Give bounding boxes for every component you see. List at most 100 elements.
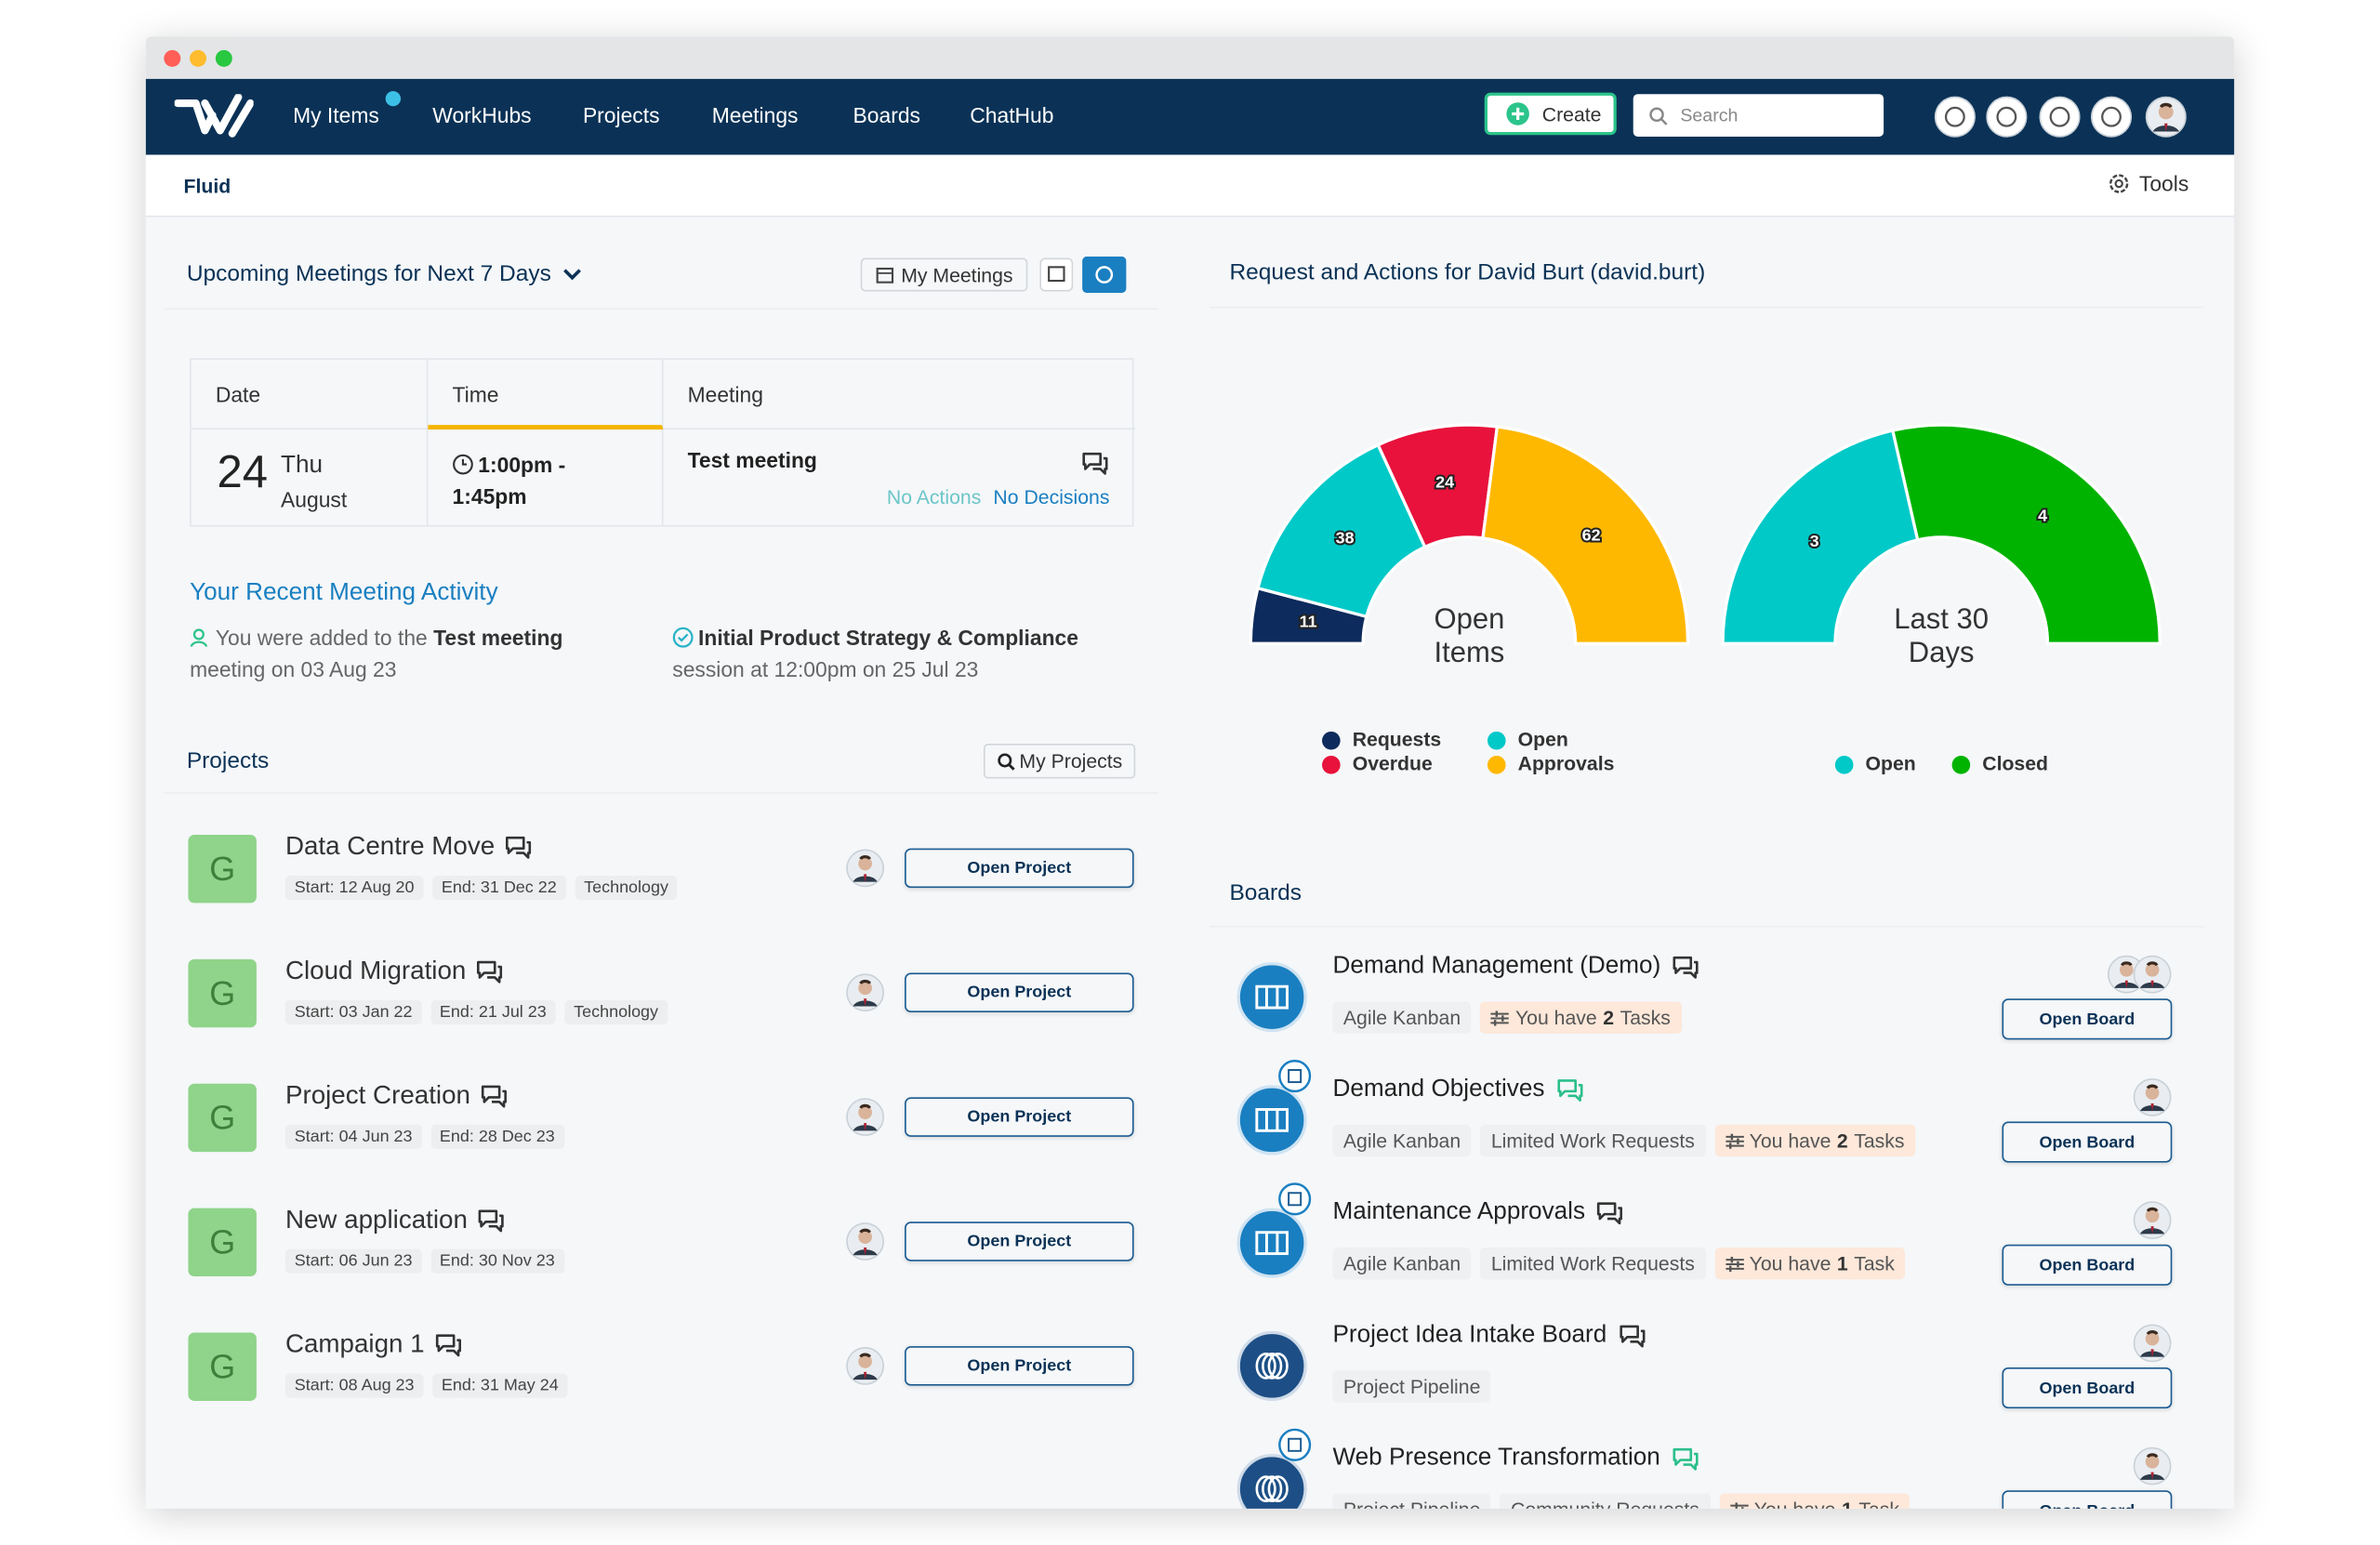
button-label: Open Project xyxy=(967,1107,1072,1127)
data-label: 11 xyxy=(1300,613,1317,631)
search-icon xyxy=(997,752,1014,770)
icon-part xyxy=(1095,266,1114,284)
chat-icon xyxy=(477,960,503,984)
task-prefix: You have xyxy=(1749,1251,1831,1275)
search-icon xyxy=(1649,106,1668,125)
panel-title: Boards xyxy=(1229,879,1302,906)
nav-bar: My Items WorkHubs Projects Meetings Boards Ch… xyxy=(145,78,2235,155)
board-name: Project Idea Intake Board xyxy=(1332,1322,1607,1348)
project-tag: End: 31 May 24 xyxy=(432,1373,568,1398)
icon-part xyxy=(1278,1182,1312,1216)
open-project-button[interactable]: Open Project xyxy=(905,1097,1134,1137)
open-board-button[interactable]: Open Board xyxy=(2002,1367,2173,1409)
toolbar-button xyxy=(1934,96,1976,138)
icon-part xyxy=(859,979,871,984)
logo xyxy=(174,94,254,138)
open-board-button[interactable]: Open Board xyxy=(2002,1244,2173,1286)
project-tile: G xyxy=(188,1083,257,1153)
icon-part xyxy=(2145,1208,2160,1223)
avatar xyxy=(846,1222,885,1261)
icon-part xyxy=(672,627,694,648)
project-tile: G xyxy=(188,1332,257,1401)
toolbar-button xyxy=(2039,96,2081,138)
avatar xyxy=(846,1346,885,1385)
donut-segment xyxy=(1890,423,2162,645)
tools-button[interactable]: Tools xyxy=(2108,171,2188,196)
icon-part xyxy=(2146,1084,2159,1089)
icon-part xyxy=(2150,1103,2154,1112)
panel-title: Projects xyxy=(186,747,270,774)
chat-icon xyxy=(505,836,532,859)
icon-part xyxy=(516,840,532,859)
icon-part xyxy=(1734,1501,1743,1509)
icon-part xyxy=(2039,96,2081,138)
open-board-button[interactable]: Open Board xyxy=(2002,1490,2173,1509)
avatar xyxy=(2133,1324,2172,1363)
chat-icon xyxy=(1597,1202,1623,1225)
icon-part xyxy=(2150,980,2154,988)
search-box[interactable]: Search xyxy=(1633,94,1884,137)
icon-part xyxy=(1092,456,1108,475)
chat-icon xyxy=(481,1085,507,1108)
create-button[interactable]: Create xyxy=(1484,92,1617,136)
icon-part xyxy=(1264,1109,1279,1131)
icon-part xyxy=(863,874,867,882)
project-tile: G xyxy=(188,834,257,904)
nav-item[interactable]: ChatHub xyxy=(970,103,1054,128)
divider xyxy=(164,792,1158,794)
icon-part xyxy=(487,965,503,984)
open-project-button[interactable]: Open Project xyxy=(905,972,1134,1012)
task-icon xyxy=(1490,1010,1510,1025)
task-suffix: Tasks xyxy=(1620,1006,1671,1029)
nav-item[interactable]: Meetings xyxy=(711,103,799,128)
divider xyxy=(1210,306,2204,309)
open-project-button[interactable]: Open Project xyxy=(905,1221,1134,1261)
chart-panel: Request and Actions for David Burt (davi… xyxy=(1210,243,2204,835)
nav-item[interactable]: WorkHubs xyxy=(432,103,532,128)
activity-title: Your Recent Meeting Activity xyxy=(190,579,498,606)
open-board-button[interactable]: Open Board xyxy=(2002,998,2173,1040)
icon-part xyxy=(2158,104,2174,120)
icon-part xyxy=(190,640,208,648)
board-icon xyxy=(1236,1454,1307,1509)
icon-part xyxy=(1255,984,1289,1010)
mention-button xyxy=(1082,256,1127,294)
icon-part xyxy=(1039,258,1074,292)
board-tags: Agile Kanban Limited Work Requests You hav… xyxy=(1332,1248,1906,1280)
button-label: Open Project xyxy=(967,983,1072,1002)
nav-item[interactable]: Projects xyxy=(582,103,660,128)
avatar xyxy=(846,1098,885,1137)
task-tag: You have 2 Tasks xyxy=(1714,1124,1915,1157)
icon-part xyxy=(1607,1207,1623,1225)
open-board-button[interactable]: Open Board xyxy=(2002,1121,2173,1163)
icon-part xyxy=(1255,1475,1276,1502)
icon-part xyxy=(859,1103,871,1109)
project-tag: Technology xyxy=(575,876,678,901)
people-icon xyxy=(190,628,208,648)
nav-item[interactable]: My Items xyxy=(293,103,379,128)
icon-part xyxy=(1236,1330,1307,1401)
icon-part xyxy=(2164,123,2168,132)
task-suffix: Task xyxy=(1858,1498,1899,1508)
icon-part xyxy=(445,1339,461,1357)
open-project-button[interactable]: Open Project xyxy=(905,848,1134,889)
icon-part xyxy=(997,752,1012,767)
activity-line: You were added to the Test meeting xyxy=(190,622,645,654)
my-meetings-button[interactable]: My Meetings xyxy=(860,258,1028,292)
data-label: 3 xyxy=(1810,532,1819,550)
chat-icon xyxy=(1673,956,1699,979)
task-tag: You have 2 Tasks xyxy=(1480,1001,1682,1034)
search-placeholder: Search xyxy=(1680,104,1739,126)
icon-part xyxy=(876,267,893,284)
icon-part xyxy=(1728,1132,1739,1149)
header-label: Time xyxy=(452,382,499,407)
nav-item[interactable]: Boards xyxy=(853,103,920,128)
icon-part xyxy=(174,94,254,138)
my-projects-button[interactable]: My Projects xyxy=(983,743,1136,779)
icon-part xyxy=(2159,102,2173,109)
icon-part xyxy=(1673,956,1693,974)
icon-part xyxy=(2115,178,2124,189)
open-project-button[interactable]: Open Project xyxy=(905,1346,1134,1386)
